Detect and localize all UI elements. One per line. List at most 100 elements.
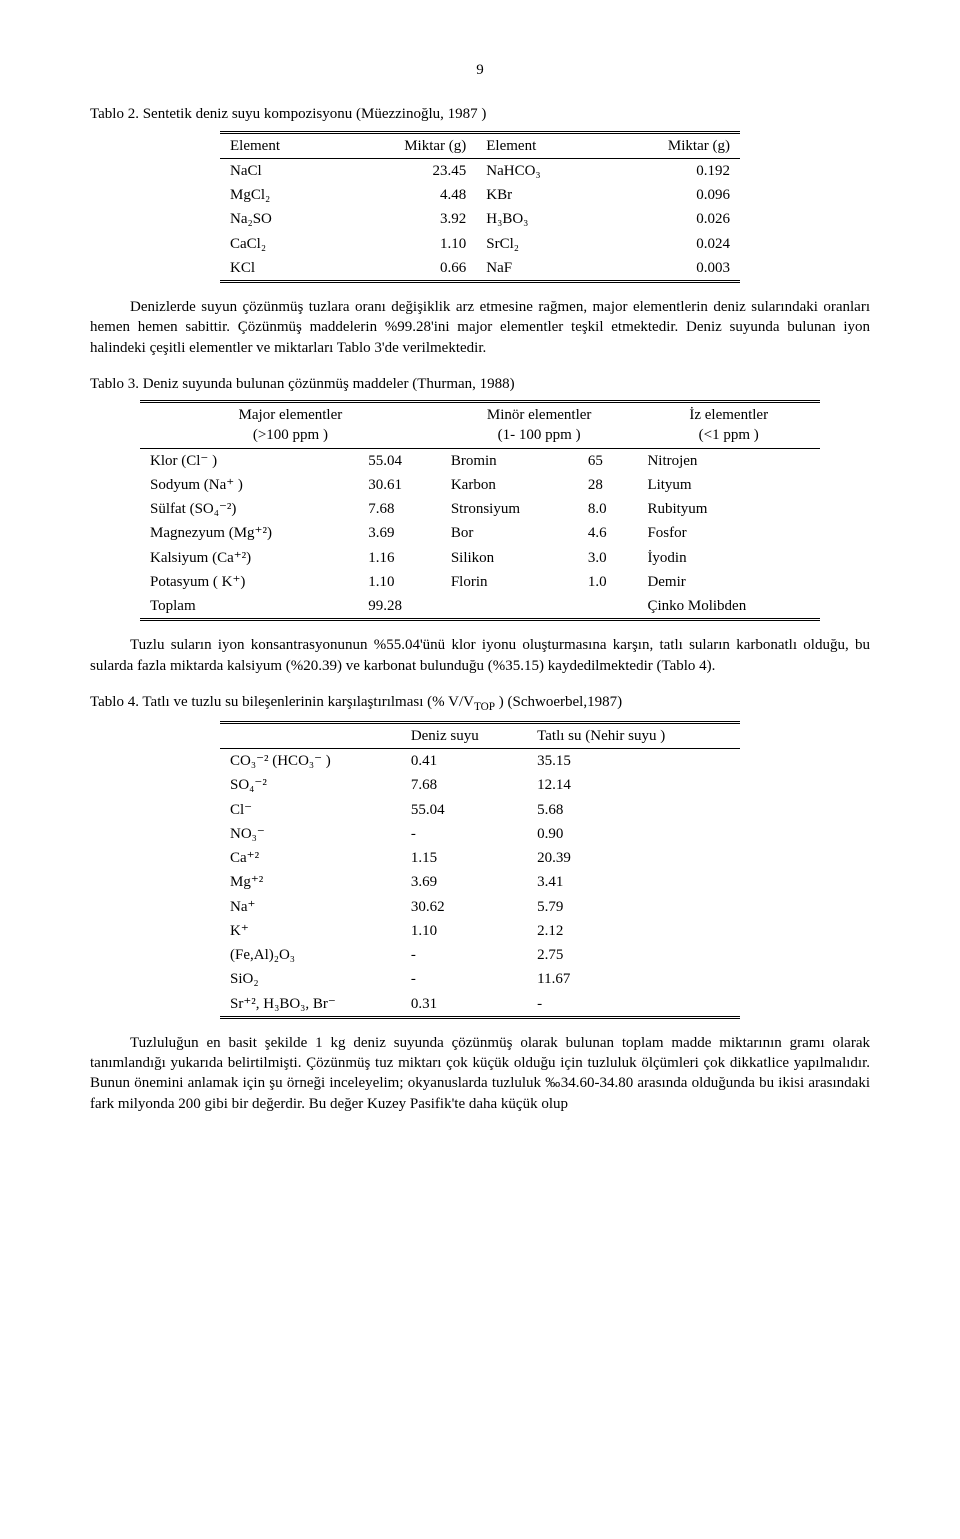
cell: 3.69 xyxy=(401,870,527,894)
cell: 0.026 xyxy=(602,207,740,231)
cell: - xyxy=(527,992,740,1018)
cell: Ca⁺² xyxy=(220,846,401,870)
cell: 1.10 xyxy=(401,919,527,943)
cell: NaHCO₃ xyxy=(476,158,601,183)
th: Major elementler(>100 ppm ) xyxy=(140,402,441,449)
th: Miktar (g) xyxy=(602,132,740,158)
table4: Deniz suyu Tatlı su (Nehir suyu ) CO₃⁻² … xyxy=(220,721,740,1019)
caption-text: Tablo 4. Tatlı ve tuzlu su bileşenlerini… xyxy=(90,694,474,710)
cell: 1.16 xyxy=(358,546,441,570)
th xyxy=(220,722,401,748)
caption-text: ) (Schwoerbel,1987) xyxy=(495,694,622,710)
cell: Rubityum xyxy=(637,497,820,521)
th-line: (1- 100 ppm ) xyxy=(498,427,581,443)
cell: Klor (Cl⁻ ) xyxy=(140,448,358,473)
cell: 99.28 xyxy=(358,594,441,620)
cell: Cl⁻ xyxy=(220,798,401,822)
cell: Fosfor xyxy=(637,521,820,545)
cell: Na₂SO xyxy=(220,207,338,231)
cell: Toplam xyxy=(140,594,358,620)
th: Minör elementler (1- 100 ppm ) xyxy=(441,402,638,449)
cell: 11.67 xyxy=(527,967,740,991)
cell: 0.31 xyxy=(401,992,527,1018)
cell: 5.68 xyxy=(527,798,740,822)
cell: 3.0 xyxy=(578,546,638,570)
cell: SiO₂ xyxy=(220,967,401,991)
caption-sub: TOP xyxy=(474,701,495,713)
cell: Nitrojen xyxy=(637,448,820,473)
paragraph: Tuzlu suların iyon konsantrasyonunun %55… xyxy=(90,635,870,676)
table3-caption: Tablo 3. Deniz suyunda bulunan çözünmüş … xyxy=(90,374,870,394)
cell: SrCl₂ xyxy=(476,232,601,256)
cell: Mg⁺² xyxy=(220,870,401,894)
cell: 20.39 xyxy=(527,846,740,870)
cell: SO₄⁻² xyxy=(220,773,401,797)
cell: 3.92 xyxy=(338,207,476,231)
th-line: (<1 ppm ) xyxy=(699,427,759,443)
cell: K⁺ xyxy=(220,919,401,943)
cell: 0.003 xyxy=(602,256,740,282)
cell: NO₃⁻ xyxy=(220,822,401,846)
th: Element xyxy=(476,132,601,158)
cell: 7.68 xyxy=(358,497,441,521)
cell: 0.90 xyxy=(527,822,740,846)
cell xyxy=(441,594,578,620)
cell: Sülfat (SO₄⁻²) xyxy=(140,497,358,521)
cell: KBr xyxy=(476,183,601,207)
cell: Sr⁺², H₃BO₃, Br⁻ xyxy=(220,992,401,1018)
cell: Magnezyum (Mg⁺²) xyxy=(140,521,358,545)
cell: (Fe,Al)₂O₃ xyxy=(220,943,401,967)
th: Deniz suyu xyxy=(401,722,527,748)
cell: Bor xyxy=(441,521,578,545)
cell: CaCl₂ xyxy=(220,232,338,256)
cell: 4.6 xyxy=(578,521,638,545)
th-line: İz elementler xyxy=(689,407,768,423)
cell: 55.04 xyxy=(358,448,441,473)
cell: - xyxy=(401,943,527,967)
table2-caption: Tablo 2. Sentetik deniz suyu kompozisyon… xyxy=(90,104,870,124)
cell: Na⁺ xyxy=(220,895,401,919)
cell: 1.0 xyxy=(578,570,638,594)
cell: 3.69 xyxy=(358,521,441,545)
cell: Karbon xyxy=(441,473,578,497)
cell: 5.79 xyxy=(527,895,740,919)
th-line: Minör elementler xyxy=(487,407,592,423)
cell: 2.75 xyxy=(527,943,740,967)
cell: - xyxy=(401,822,527,846)
th-line: (>100 ppm ) xyxy=(253,427,328,443)
th: Tatlı su (Nehir suyu ) xyxy=(527,722,740,748)
paragraph: Denizlerde suyun çözünmüş tuzlara oranı … xyxy=(90,297,870,358)
table4-caption: Tablo 4. Tatlı ve tuzlu su bileşenlerini… xyxy=(90,692,870,715)
cell: 0.096 xyxy=(602,183,740,207)
cell: Silikon xyxy=(441,546,578,570)
table2: Element Miktar (g) Element Miktar (g) Na… xyxy=(220,131,740,284)
cell: 23.45 xyxy=(338,158,476,183)
cell: Lityum xyxy=(637,473,820,497)
cell: KCl xyxy=(220,256,338,282)
cell: 0.024 xyxy=(602,232,740,256)
cell: 1.10 xyxy=(358,570,441,594)
table3: Major elementler(>100 ppm ) Minör elemen… xyxy=(140,400,820,621)
cell: 0.41 xyxy=(401,749,527,774)
cell: İyodin xyxy=(637,546,820,570)
cell: Çinko Molibden xyxy=(637,594,820,620)
cell: Sodyum (Na⁺ ) xyxy=(140,473,358,497)
cell: 7.68 xyxy=(401,773,527,797)
paragraph: Tuzluluğun en basit şekilde 1 kg deniz s… xyxy=(90,1033,870,1114)
cell: 30.61 xyxy=(358,473,441,497)
cell: 0.192 xyxy=(602,158,740,183)
cell: Florin xyxy=(441,570,578,594)
th: İz elementler (<1 ppm ) xyxy=(637,402,820,449)
cell: 1.15 xyxy=(401,846,527,870)
cell: 12.14 xyxy=(527,773,740,797)
cell: 55.04 xyxy=(401,798,527,822)
cell xyxy=(578,594,638,620)
cell: - xyxy=(401,967,527,991)
cell: 1.10 xyxy=(338,232,476,256)
cell: 35.15 xyxy=(527,749,740,774)
cell: Stronsiyum xyxy=(441,497,578,521)
cell: 0.66 xyxy=(338,256,476,282)
cell: NaF xyxy=(476,256,601,282)
cell: Demir xyxy=(637,570,820,594)
page-number: 9 xyxy=(90,60,870,80)
